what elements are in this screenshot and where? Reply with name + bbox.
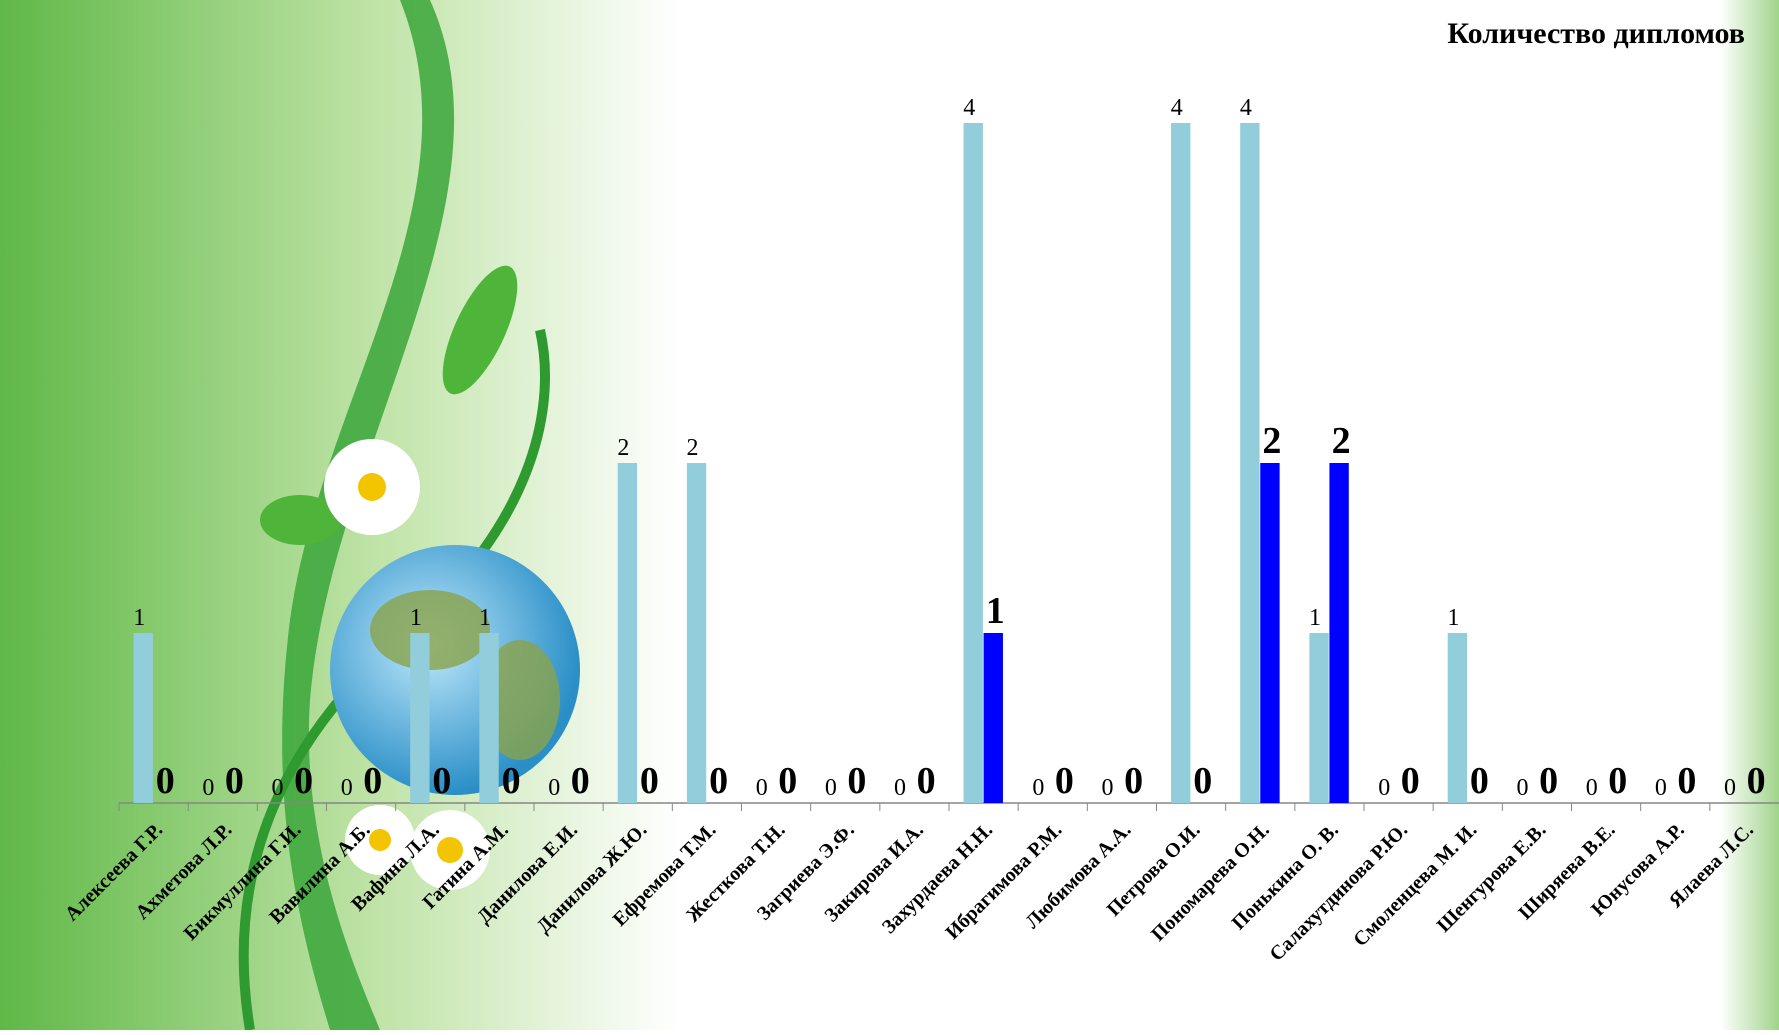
data-label: 4	[1171, 95, 1183, 121]
data-label: 0	[363, 760, 382, 802]
data-label: 0	[1193, 760, 1212, 802]
data-label: 0	[432, 760, 451, 802]
data-label: 0	[341, 775, 353, 801]
data-label: 0	[1655, 775, 1667, 801]
bar	[1240, 123, 1260, 803]
bar	[479, 633, 499, 803]
data-label: 0	[1724, 775, 1736, 801]
bar	[1447, 633, 1468, 803]
bar	[1260, 463, 1280, 803]
data-label: 1	[986, 590, 1005, 632]
data-label: 0	[502, 760, 521, 802]
data-label: 0	[1102, 775, 1114, 801]
data-label: 0	[1608, 760, 1627, 802]
data-label: 0	[917, 760, 936, 802]
bar	[410, 633, 430, 803]
bar	[617, 463, 638, 803]
data-label: 0	[1586, 775, 1598, 801]
bar	[1329, 463, 1349, 803]
data-label: 1	[410, 605, 422, 631]
bar	[1171, 123, 1191, 803]
data-label: 0	[571, 760, 590, 802]
data-label: 0	[1517, 775, 1529, 801]
data-label: 0	[225, 760, 244, 802]
data-label: 2	[1332, 420, 1351, 462]
data-label: 0	[1747, 760, 1766, 802]
data-label: 0	[156, 760, 175, 802]
data-label: 0	[1470, 760, 1489, 802]
data-label: 0	[1032, 775, 1044, 801]
data-label: 0	[847, 760, 866, 802]
data-label: 0	[778, 760, 797, 802]
data-label: 0	[1677, 760, 1696, 802]
data-label: 2	[1262, 420, 1281, 462]
data-label: 1	[479, 605, 491, 631]
bar	[133, 633, 153, 803]
data-label: 0	[894, 775, 906, 801]
bar	[963, 123, 983, 803]
data-label: 1	[133, 605, 145, 631]
data-label: 0	[1055, 760, 1074, 802]
data-label: 0	[294, 760, 313, 802]
data-label: 0	[548, 775, 560, 801]
data-label: 1	[1309, 605, 1321, 631]
data-label: 0	[1401, 760, 1420, 802]
data-label: 0	[709, 760, 728, 802]
data-label: 4	[963, 95, 975, 121]
data-label: 0	[825, 775, 837, 801]
data-label: 0	[640, 760, 659, 802]
data-label: 0	[272, 775, 284, 801]
data-label: 2	[617, 435, 629, 461]
chart-title: Количество дипломов	[1447, 17, 1745, 50]
bar	[983, 633, 1003, 803]
data-label: 0	[1539, 760, 1558, 802]
data-label: 1	[1447, 605, 1459, 631]
data-label: 0	[1378, 775, 1390, 801]
data-label: 0	[1124, 760, 1143, 802]
data-label: 0	[756, 775, 768, 801]
data-label: 4	[1240, 95, 1252, 121]
data-label: 0	[202, 775, 214, 801]
bar	[1309, 633, 1329, 803]
data-label: 2	[687, 435, 699, 461]
bar	[686, 463, 707, 803]
